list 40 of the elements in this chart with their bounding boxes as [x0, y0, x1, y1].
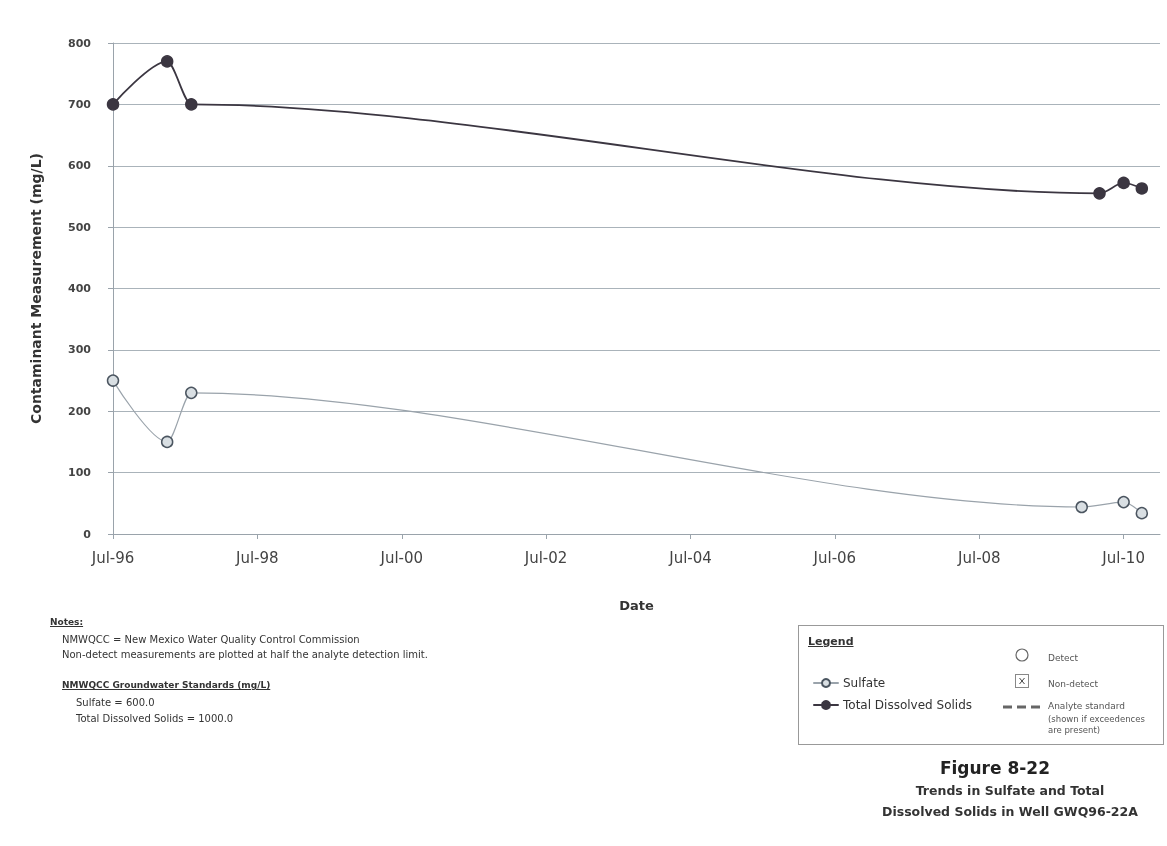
- legend-title: Legend: [808, 635, 854, 648]
- legend-label: Sulfate: [843, 676, 886, 690]
- text: (shown if exceedences are present): [1048, 714, 1146, 736]
- x-tick-label: Jul-98: [234, 548, 279, 567]
- legend-label: Total Dissolved Solids: [842, 698, 973, 712]
- y-tick-label: 400: [68, 282, 92, 295]
- y-tick-label: 300: [68, 343, 92, 357]
- point: [1135, 182, 1149, 195]
- y-tick-label: 700: [68, 97, 92, 111]
- text: Figure 8-22: [938, 758, 1050, 778]
- point: [106, 98, 120, 111]
- text: Total Dissolved Solids = 1000.0: [76, 713, 234, 724]
- point: [1117, 176, 1130, 190]
- x-tick-label: Jul-96: [90, 548, 135, 567]
- y-tick-label: 100: [68, 466, 92, 480]
- y-tick-label: 500: [68, 220, 92, 234]
- point: [1093, 187, 1106, 200]
- text: NMWQCC Groundwater Standards (mg/L): [62, 680, 271, 690]
- x-tick-label: Jul-00: [379, 548, 424, 567]
- y-axis-title: Contaminant Measurement (mg/L): [28, 153, 44, 424]
- x-tick-label: Jul-08: [957, 548, 1001, 567]
- text: Analyte standard: [1048, 701, 1126, 711]
- text: Detect: [1048, 653, 1079, 663]
- x-tick-label: Jul-06: [812, 548, 857, 567]
- x-tick-label: Jul-02: [523, 548, 568, 567]
- y-tick-label: 800: [68, 36, 92, 50]
- y-tick-label: 200: [68, 404, 92, 418]
- point: [160, 55, 174, 68]
- text: Non-detect measurements are plotted at half the analyte detection limit.: [62, 649, 428, 660]
- x-axis-title: Date: [619, 598, 654, 613]
- point: [185, 98, 198, 111]
- text: Sulfate = 600.0: [76, 697, 155, 708]
- y-tick-label: 0: [83, 527, 92, 541]
- x-tick-label: Jul-04: [668, 548, 712, 567]
- x-tick-label: Jul-10: [1101, 548, 1145, 567]
- text: Trends in Sulfate and Total Dissolved Solids in Well GWQ96-22A: [881, 782, 1139, 821]
- text: Notes:: [50, 617, 84, 627]
- y-tick-label: 600: [68, 159, 92, 173]
- text: NMWQCC = New Mexico Water Quality Control Commission: [62, 634, 360, 645]
- text: Non-detect: [1048, 679, 1098, 689]
